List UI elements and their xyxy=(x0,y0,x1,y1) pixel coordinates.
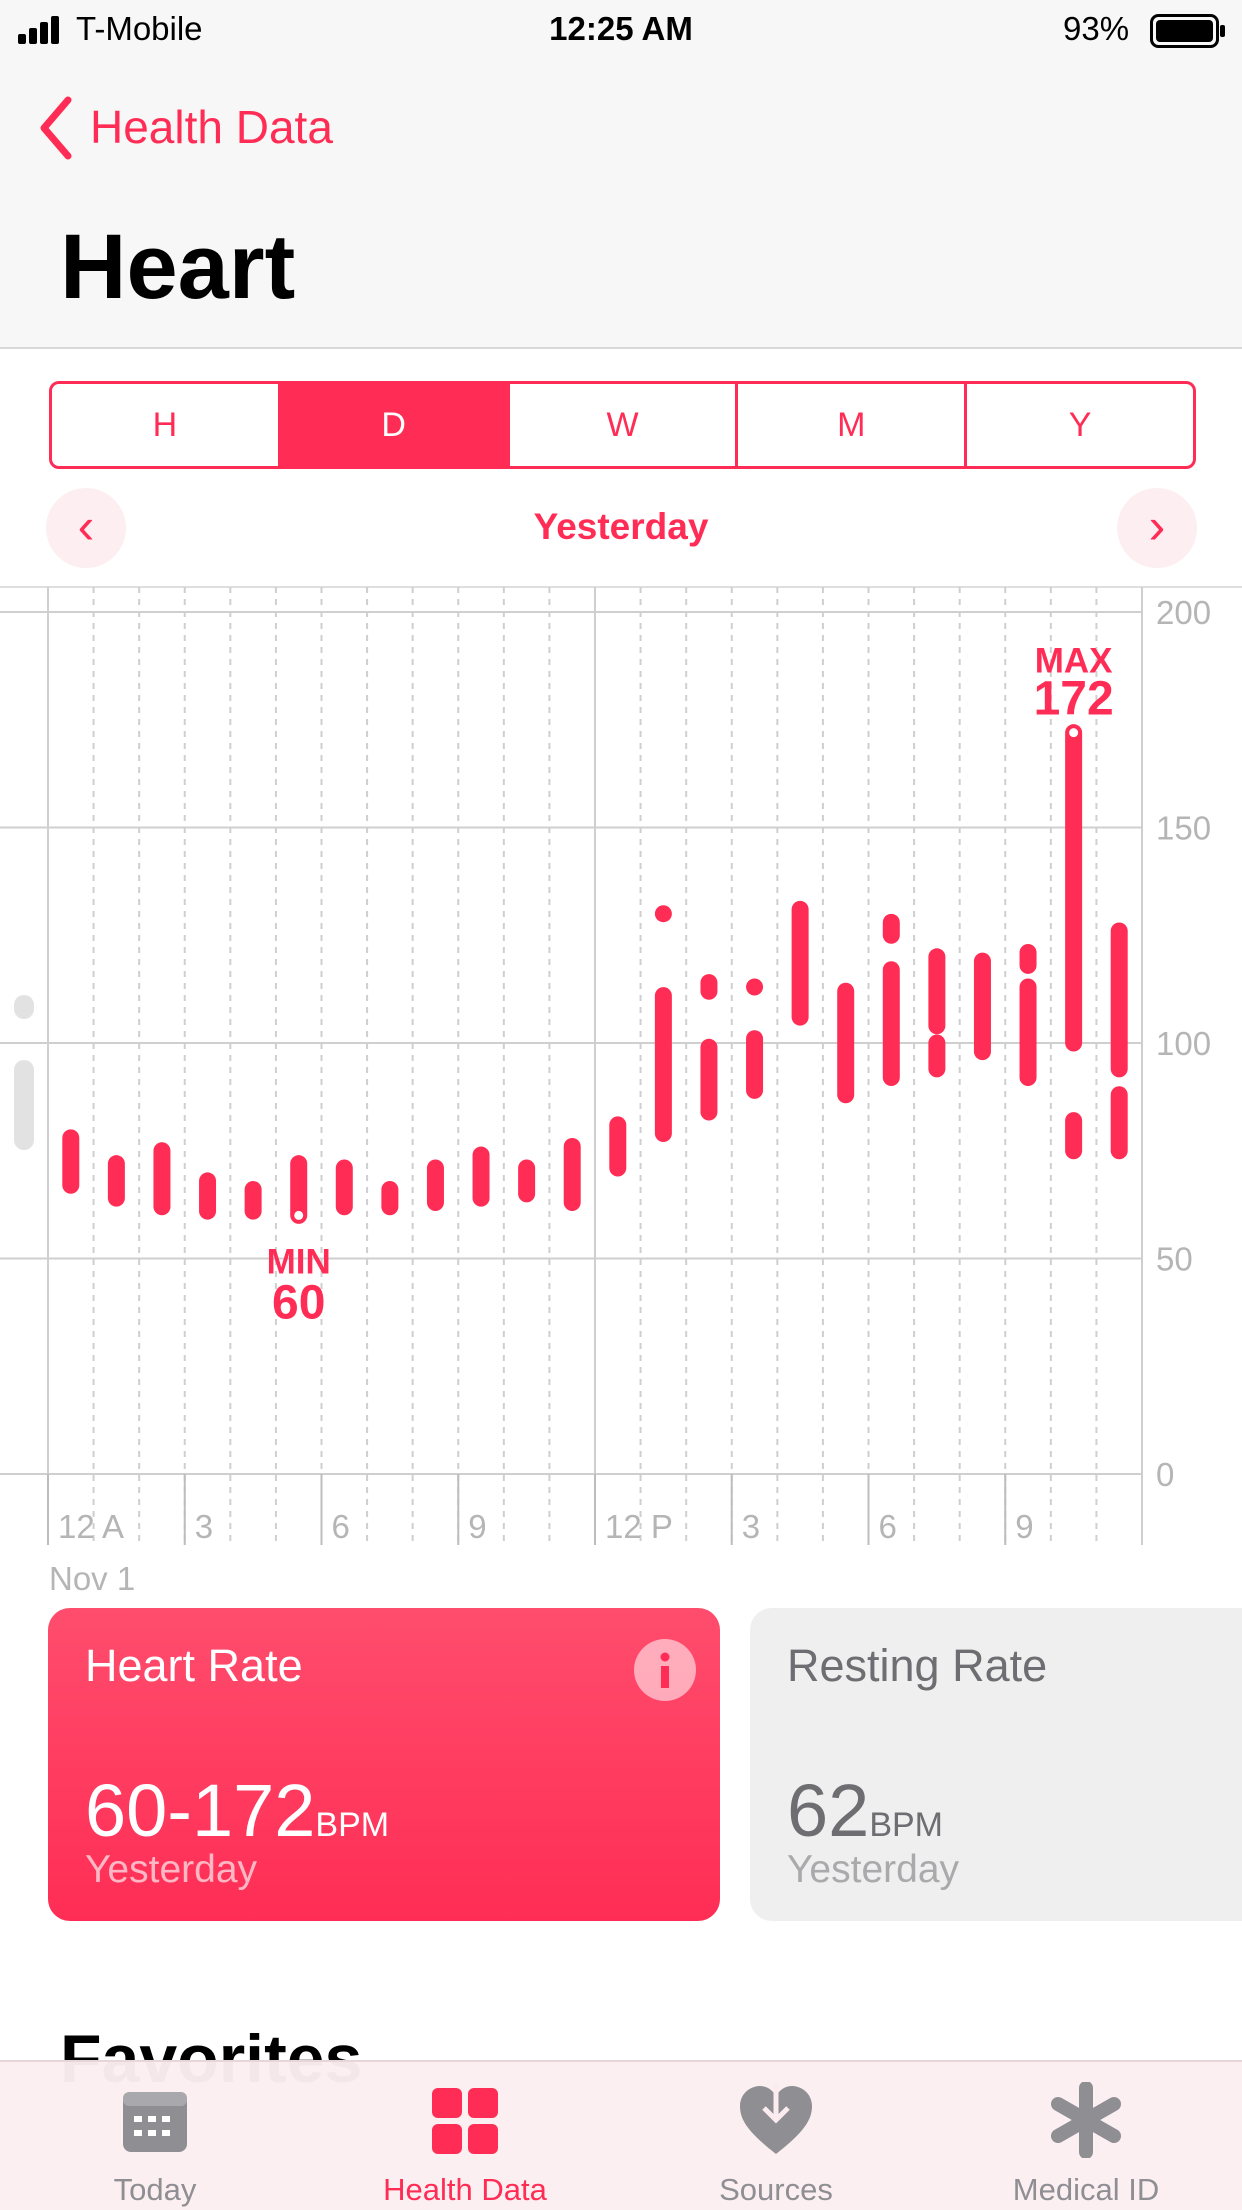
range-bar xyxy=(1065,1112,1083,1160)
card-period: Yesterday xyxy=(85,1848,258,1891)
range-bar xyxy=(973,952,991,1061)
handle xyxy=(14,1060,34,1150)
range-bar xyxy=(107,1155,125,1207)
annotation-value: 60 xyxy=(272,1276,325,1329)
y-tick-label: 200 xyxy=(1156,594,1211,631)
next-period[interactable]: › xyxy=(1117,488,1197,568)
x-tick-label: 9 xyxy=(1015,1508,1033,1545)
x-tick-label: 12 P xyxy=(605,1508,673,1545)
range-bar xyxy=(153,1142,171,1216)
range-bar xyxy=(381,1181,399,1216)
x-tick-label: 9 xyxy=(468,1508,486,1545)
range-bar xyxy=(62,1129,80,1194)
range-bar xyxy=(791,900,809,1026)
range-bar xyxy=(199,1172,217,1220)
battery-icon xyxy=(1150,14,1225,48)
range-bar xyxy=(746,1030,764,1099)
range-bar xyxy=(1110,1086,1128,1160)
range-bar xyxy=(472,1146,490,1207)
card-value-row: 60-172BPM xyxy=(85,1768,389,1853)
tab-bar: Today Health Data Sources Medical ID xyxy=(0,2060,1242,2210)
back-chevron[interactable] xyxy=(36,96,76,160)
tab-label[interactable]: Today xyxy=(113,2172,197,2207)
today-icon[interactable] xyxy=(120,2086,190,2156)
range-bar xyxy=(563,1137,581,1211)
range-bar xyxy=(426,1159,444,1211)
card-value: 62 xyxy=(787,1769,870,1852)
card-value: 60-172 xyxy=(85,1769,316,1852)
card-value-row: 62BPM xyxy=(787,1768,943,1853)
segment-button[interactable]: D xyxy=(277,384,507,466)
carrier: T-Mobile xyxy=(76,10,203,47)
x-tick-label: 6 xyxy=(332,1508,350,1545)
x-tick-label: 3 xyxy=(742,1508,760,1545)
range-bar xyxy=(700,974,718,1000)
signal xyxy=(18,14,70,52)
range-bar xyxy=(700,1038,718,1121)
range-bar xyxy=(290,1155,308,1224)
medical-id-icon[interactable] xyxy=(1048,2082,1124,2158)
prev-period[interactable]: ‹ xyxy=(46,488,126,568)
range-bar xyxy=(335,1159,353,1216)
sources-icon[interactable] xyxy=(738,2082,814,2158)
y-tick-label: 100 xyxy=(1156,1025,1211,1062)
period-label: Yesterday xyxy=(533,506,709,547)
handle xyxy=(14,995,34,1019)
x-tick-label: 6 xyxy=(879,1508,897,1545)
extreme-dot xyxy=(291,1207,307,1223)
segment-button[interactable]: Y xyxy=(964,384,1193,466)
range-bar xyxy=(746,978,764,996)
range-bar xyxy=(244,1181,262,1220)
date-label: Nov 1 xyxy=(49,1560,135,1597)
range-bar xyxy=(654,905,672,923)
signal-icon xyxy=(18,16,59,44)
info-icon[interactable] xyxy=(634,1639,696,1701)
range-bar xyxy=(928,948,946,1035)
annotation-label: MIN xyxy=(267,1242,331,1281)
tab-label[interactable]: Sources xyxy=(719,2172,833,2207)
card-period: Yesterday xyxy=(787,1848,960,1891)
range-bar xyxy=(1110,922,1128,1078)
y-tick-label: 150 xyxy=(1156,810,1211,847)
x-tick-label: 12 A xyxy=(58,1508,124,1545)
page-title: Heart xyxy=(60,216,296,318)
y-tick-label: 50 xyxy=(1156,1241,1193,1278)
range-bar xyxy=(882,913,900,944)
tab-label[interactable]: Medical ID xyxy=(1012,2172,1160,2207)
range-bar xyxy=(837,982,855,1104)
segment-button[interactable]: M xyxy=(735,384,964,466)
card-title: Heart Rate xyxy=(85,1640,303,1691)
range-bar xyxy=(882,961,900,1086)
range-bar xyxy=(518,1159,536,1203)
back-button[interactable]: Health Data xyxy=(90,101,333,153)
header: T-Mobile 12:25 AM 93% Health Data Heart xyxy=(0,0,1242,349)
x-tick-label: 3 xyxy=(195,1508,213,1545)
range-bar xyxy=(654,987,672,1143)
heart-rate-card[interactable]: Heart Rate 60-172BPM Yesterday xyxy=(48,1608,720,1921)
clock: 12:25 AM xyxy=(549,10,693,47)
range-bar xyxy=(609,1116,627,1177)
card-unit: BPM xyxy=(315,1806,390,1844)
segment-button[interactable]: W xyxy=(506,384,736,466)
extreme-dot xyxy=(1066,725,1082,741)
range-bar xyxy=(928,1034,946,1078)
annotation-value: 172 xyxy=(1034,673,1114,726)
range-bar xyxy=(1019,978,1037,1086)
range-bar xyxy=(1019,943,1037,974)
card-unit: BPM xyxy=(869,1806,943,1844)
health-data-icon[interactable] xyxy=(430,2086,500,2156)
annotation-label: MAX xyxy=(1035,642,1113,681)
card-title: Resting Rate xyxy=(787,1640,1048,1691)
segment-button[interactable]: H xyxy=(152,405,178,444)
tab-label[interactable]: Health Data xyxy=(383,2172,547,2207)
resting-rate-card[interactable]: Resting Rate 62BPM Yesterday xyxy=(750,1608,1242,1921)
y-tick-label: 0 xyxy=(1156,1456,1174,1493)
range-bar xyxy=(1065,724,1083,1052)
battery-text: 93% xyxy=(1063,10,1130,47)
